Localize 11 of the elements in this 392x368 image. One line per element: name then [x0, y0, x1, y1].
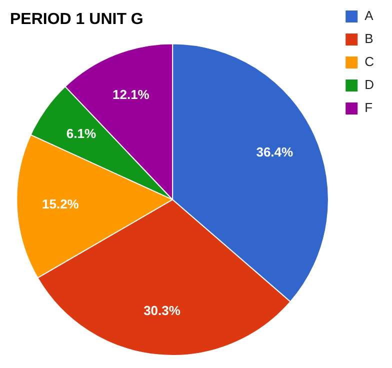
legend-label: B — [364, 31, 374, 46]
data-label: 15.2% — [42, 196, 80, 212]
data-label: 6.1% — [66, 126, 96, 141]
legend-label: A — [364, 8, 374, 24]
legend-label: D — [364, 77, 374, 92]
legend-label: F — [364, 100, 373, 116]
data-label: 36.4% — [256, 144, 294, 160]
legend-label: C — [364, 54, 374, 70]
data-label: 12.1% — [112, 86, 150, 102]
data-label: 30.3% — [144, 302, 181, 318]
chart-title: PERIOD 1 UNIT G — [10, 11, 144, 28]
